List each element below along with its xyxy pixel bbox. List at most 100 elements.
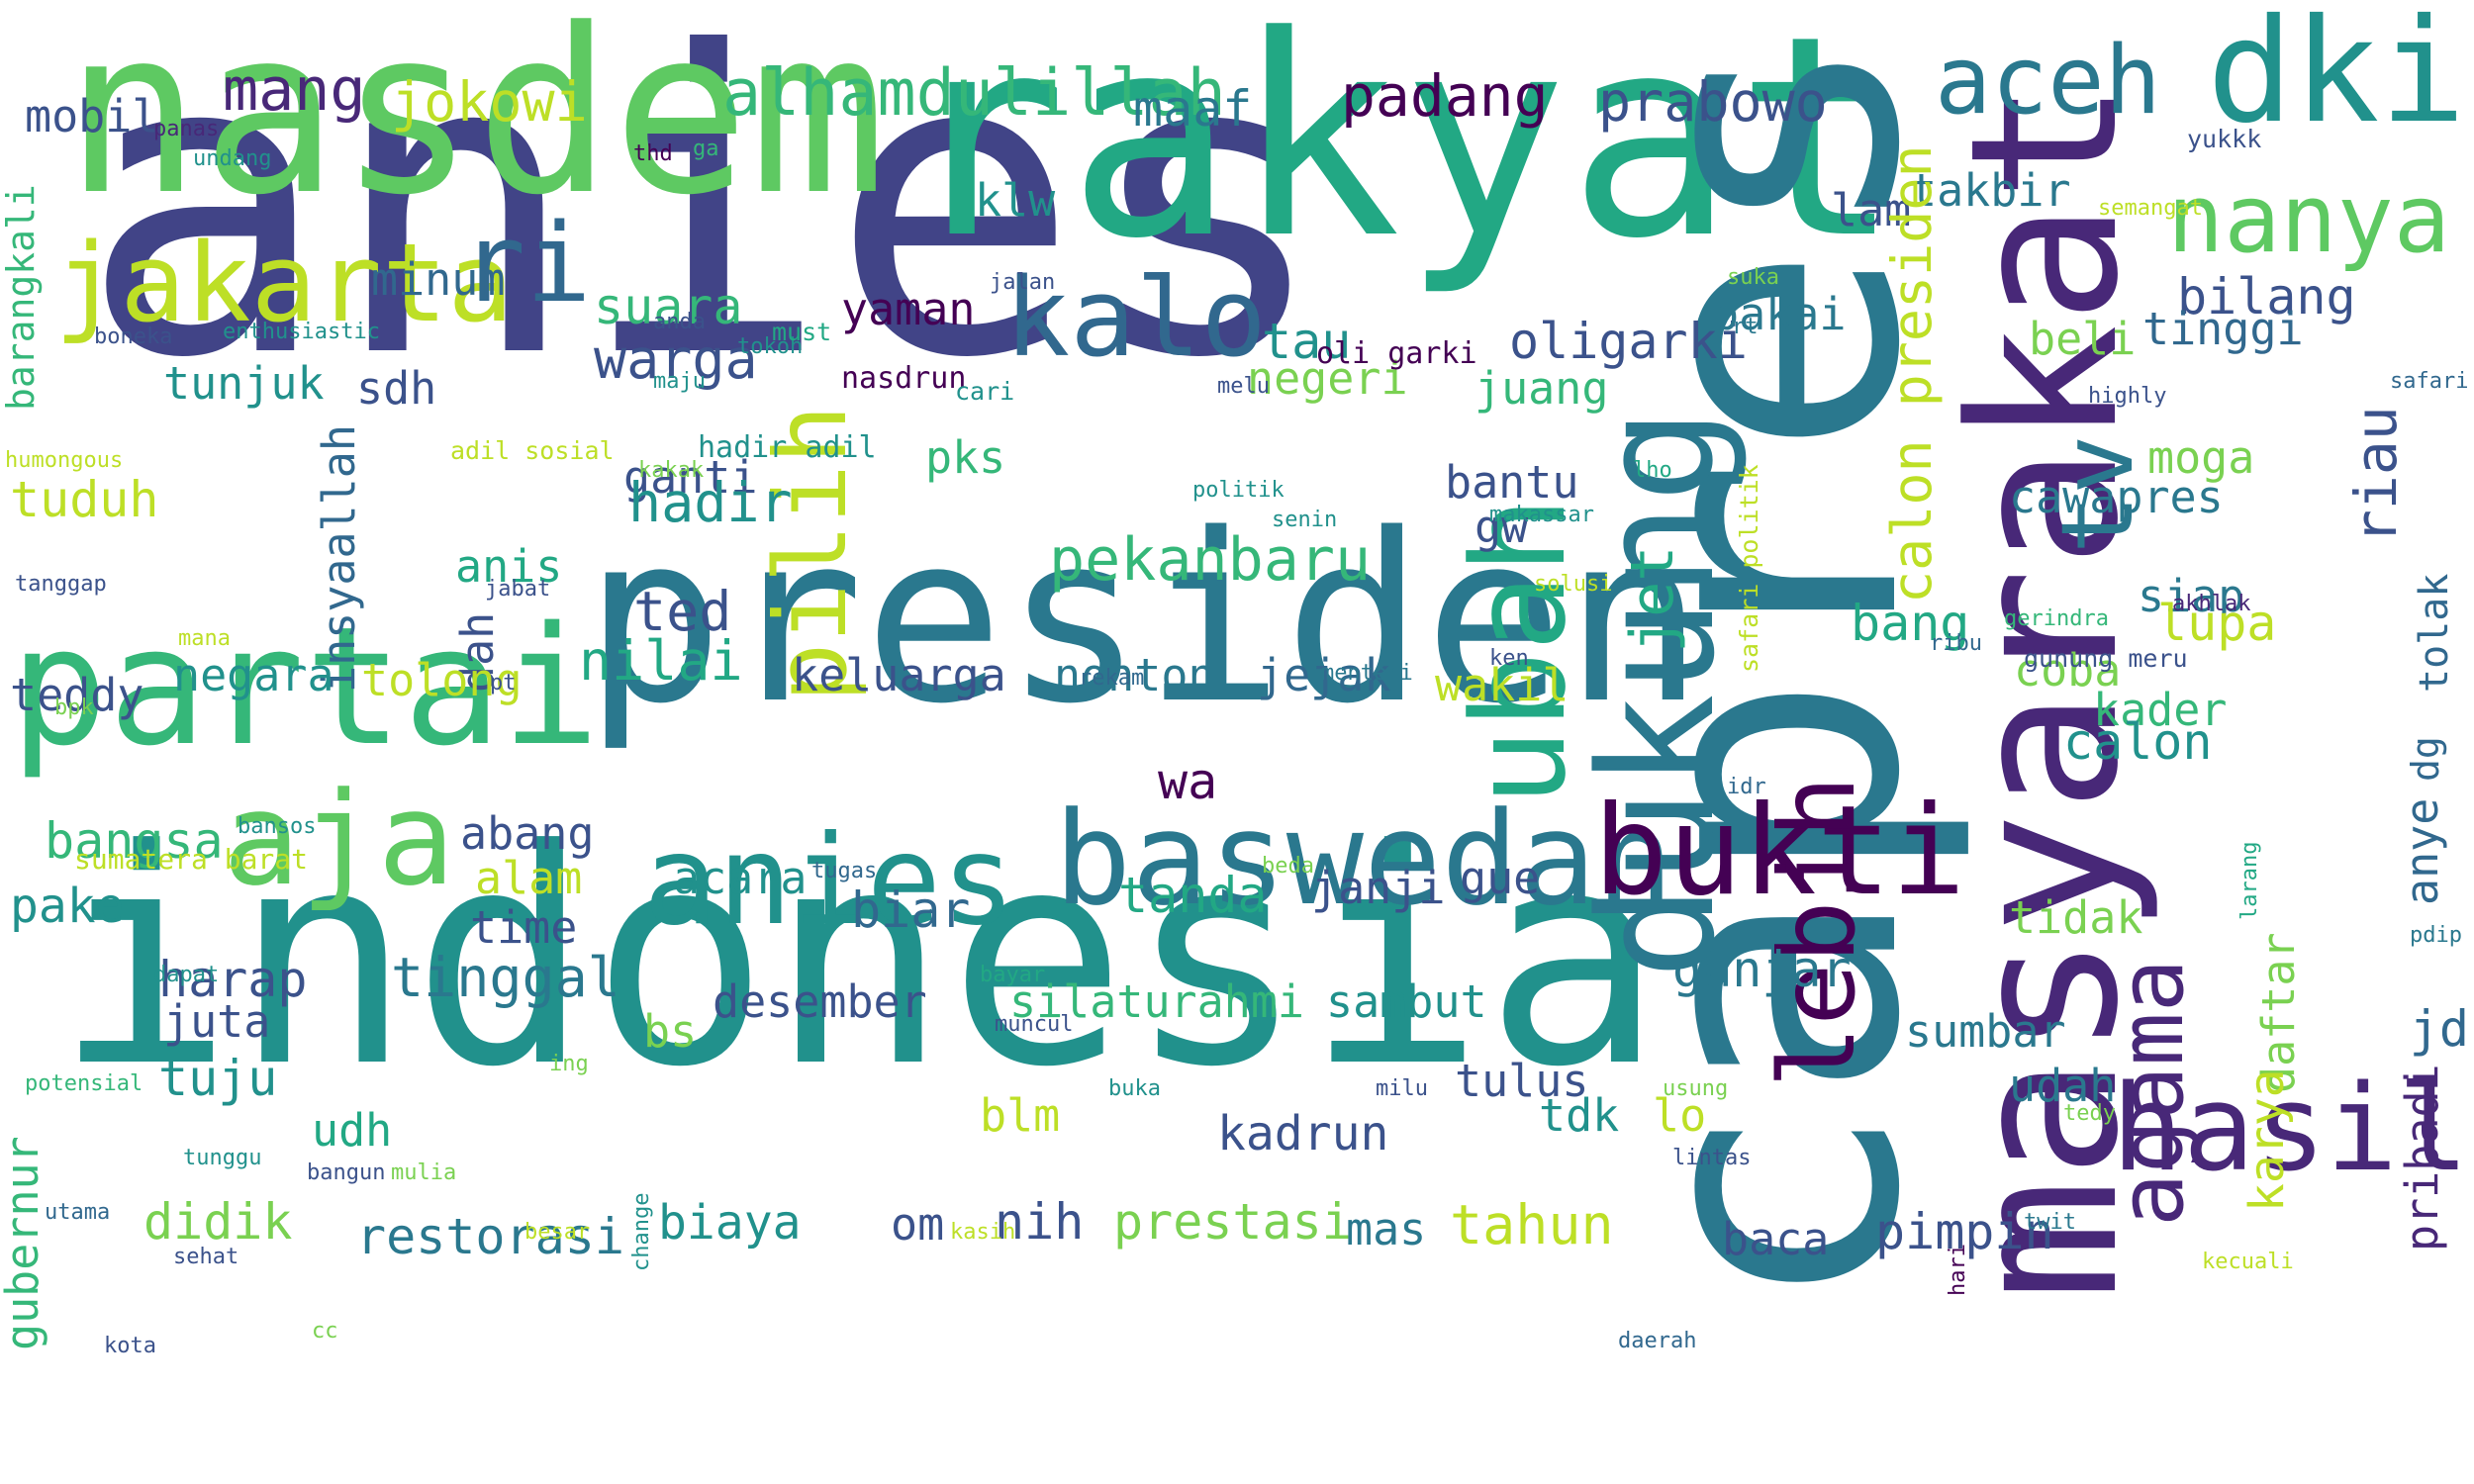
word-menteri: menteri — [1321, 661, 1413, 687]
word-karya: karya — [2239, 1068, 2295, 1213]
word-solusi: solusi — [1534, 572, 1613, 598]
word-tugas: tugas — [811, 859, 878, 884]
word-bang: bang — [1851, 595, 1970, 652]
word-daerah: daerah — [1618, 1329, 1697, 1354]
word-hadir: hadir — [628, 470, 793, 534]
word-larang: larang — [2237, 841, 2262, 920]
word-udah: udah — [2009, 1059, 2117, 1112]
word-barangkali: barangkali — [0, 184, 43, 411]
word-buka: buka — [1108, 1076, 1161, 1102]
word-anda: anda — [653, 310, 706, 335]
word-hari: hari — [1946, 1244, 1970, 1296]
word-suara: suara — [594, 278, 743, 335]
word-dg: dg — [2404, 736, 2447, 782]
word-sdh: sdh — [356, 361, 437, 415]
word-kakak: kakak — [638, 458, 705, 484]
word-nasdrun: nasdrun — [841, 361, 967, 396]
word-politik: politik — [1192, 478, 1285, 504]
word-besar: besar — [524, 1220, 591, 1246]
word-tau: tau — [1262, 313, 1352, 370]
word-safari: safari — [2390, 369, 2469, 395]
word-pks: pks — [925, 430, 1006, 484]
word-aceh: aceh — [1935, 26, 2161, 136]
word-negeri: negeri — [1247, 351, 1408, 405]
word-gerindra: gerindra — [2004, 606, 2109, 632]
word-pdip: pdip — [2410, 923, 2462, 949]
word-thd: thd — [633, 141, 673, 167]
word-ganti: ganti — [623, 450, 758, 504]
word-tinggi: tinggi — [2142, 302, 2304, 355]
word-kota: kota — [104, 1334, 156, 1359]
word-jalan: jalan — [990, 270, 1056, 296]
word-twit: twit — [2024, 1210, 2076, 1236]
word-potensial: potensial — [25, 1071, 143, 1097]
word-prabowo: prabowo — [1598, 69, 1828, 134]
word-riau: riau — [2342, 406, 2410, 544]
word-melu: melu — [1217, 374, 1270, 400]
word-jejak: jejak — [1257, 648, 1391, 701]
word-hadir-adil: hadir adil — [698, 430, 877, 465]
word-utama: utama — [45, 1200, 111, 1226]
word-ken: ken — [1489, 646, 1529, 672]
word-adil-sosial: adil sosial — [450, 435, 615, 465]
word-bs: bs — [643, 1004, 698, 1058]
word-gunung-meru: gunung meru — [2024, 643, 2188, 673]
word-alam: alam — [475, 851, 583, 904]
word-indonesia: indonesia — [54, 787, 1664, 1132]
word-nilai: nilai — [579, 628, 743, 693]
word-tolak: tolak — [2412, 573, 2457, 693]
word-gue: gue — [1460, 851, 1541, 904]
word-sehat: sehat — [173, 1245, 239, 1270]
word-juta: juta — [163, 994, 271, 1048]
word-change: change — [629, 1192, 654, 1271]
word-tedy: tedy — [2063, 1101, 2116, 1127]
word-dki: dki — [2207, 0, 2466, 155]
word-bayar: bayar — [980, 963, 1046, 988]
word-sumbar: sumbar — [1905, 1004, 2066, 1058]
word-muncul: muncul — [995, 1012, 1074, 1038]
word-bukti: bukti — [1593, 779, 1966, 923]
word-milu: milu — [1376, 1076, 1428, 1102]
word-tuduh: tuduh — [10, 471, 159, 528]
word-lintas: lintas — [1672, 1146, 1752, 1171]
word-humongous: humongous — [5, 448, 124, 474]
word-beli: beli — [2029, 312, 2137, 365]
word-negara: negara — [173, 648, 334, 701]
word-nih: nih — [995, 1193, 1085, 1251]
word-silaturahmi: silaturahmi — [1009, 974, 1305, 1028]
word-teddy: teddy — [10, 668, 144, 721]
word-nasdem: nasdem — [64, 0, 887, 245]
word-sumatera-barat: sumatera barat — [74, 842, 309, 876]
word-moga: moga — [2147, 430, 2255, 484]
word-tulus: tulus — [1455, 1054, 1589, 1107]
word-padang: padang — [1341, 61, 1549, 130]
word-sambut: sambut — [1326, 974, 1487, 1028]
word-jd: jd — [2409, 1000, 2469, 1058]
word-abang: abang — [460, 806, 595, 860]
word-harap: harap — [158, 951, 308, 1008]
word-jet: jet — [1618, 545, 1687, 653]
word-tanggap: tanggap — [15, 572, 107, 598]
word-rakyat: rakyat — [901, 0, 1902, 300]
word-presiden: presiden — [584, 484, 1704, 755]
word-alhamdulillah: alhamdulillah — [722, 55, 1226, 131]
word-minum: minum — [371, 252, 506, 306]
word-pimpin: pimpin — [1875, 1203, 2054, 1260]
word-panas: panas — [153, 117, 220, 142]
word-calon-presiden: calon presiden — [1880, 144, 1944, 603]
word-anye: anye — [2396, 797, 2448, 905]
word-nonton: nonton — [1054, 648, 1215, 701]
word-mulia: mulia — [391, 1160, 457, 1186]
word-tokoh: tokoh — [737, 334, 804, 360]
word-bpk: bpk — [54, 696, 94, 721]
word-bantu: bantu — [1445, 455, 1579, 509]
word-prestasi: prestasi — [1113, 1193, 1352, 1251]
word-aja: aja — [223, 764, 455, 914]
word-desember: desember — [713, 974, 927, 1028]
word-enthusiastic: enthusiastic — [223, 320, 380, 345]
word-biar: biar — [851, 881, 971, 939]
word-kasih: kasih — [950, 1220, 1016, 1246]
word-calon: calon — [2063, 713, 2213, 771]
word-takbir: takbir — [1910, 163, 2071, 217]
